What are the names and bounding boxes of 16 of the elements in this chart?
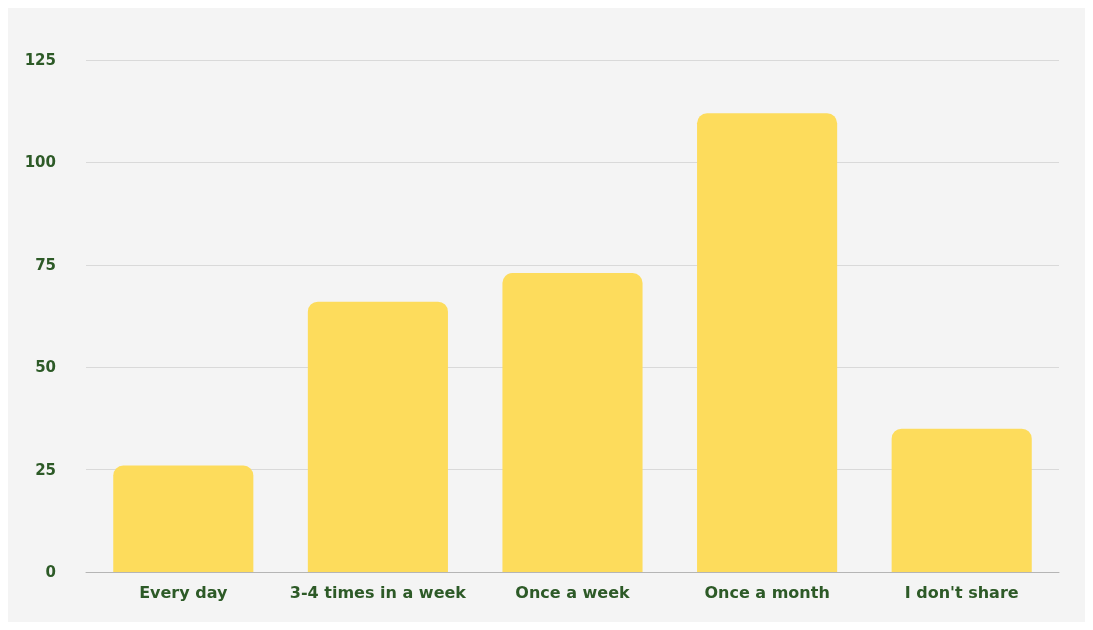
y-tick-label: 100: [24, 153, 56, 172]
y-tick-label: 125: [24, 51, 56, 69]
bar: [502, 272, 643, 572]
y-tick-label: 0: [45, 563, 56, 581]
bar: [307, 301, 448, 572]
bar: [113, 465, 254, 572]
y-tick-label: 25: [35, 460, 56, 479]
x-tick-label: I don't share: [904, 582, 1019, 602]
x-tick-label: Once a month: [704, 582, 830, 602]
x-tick-label: Every day: [139, 582, 229, 602]
y-tick-label: 50: [35, 358, 56, 377]
x-tick-label: 3-4 times in a week: [289, 582, 467, 602]
bar: [697, 113, 838, 572]
bar: [891, 428, 1032, 572]
x-tick-label: Once a week: [515, 582, 631, 602]
y-tick-label: 75: [35, 255, 56, 274]
